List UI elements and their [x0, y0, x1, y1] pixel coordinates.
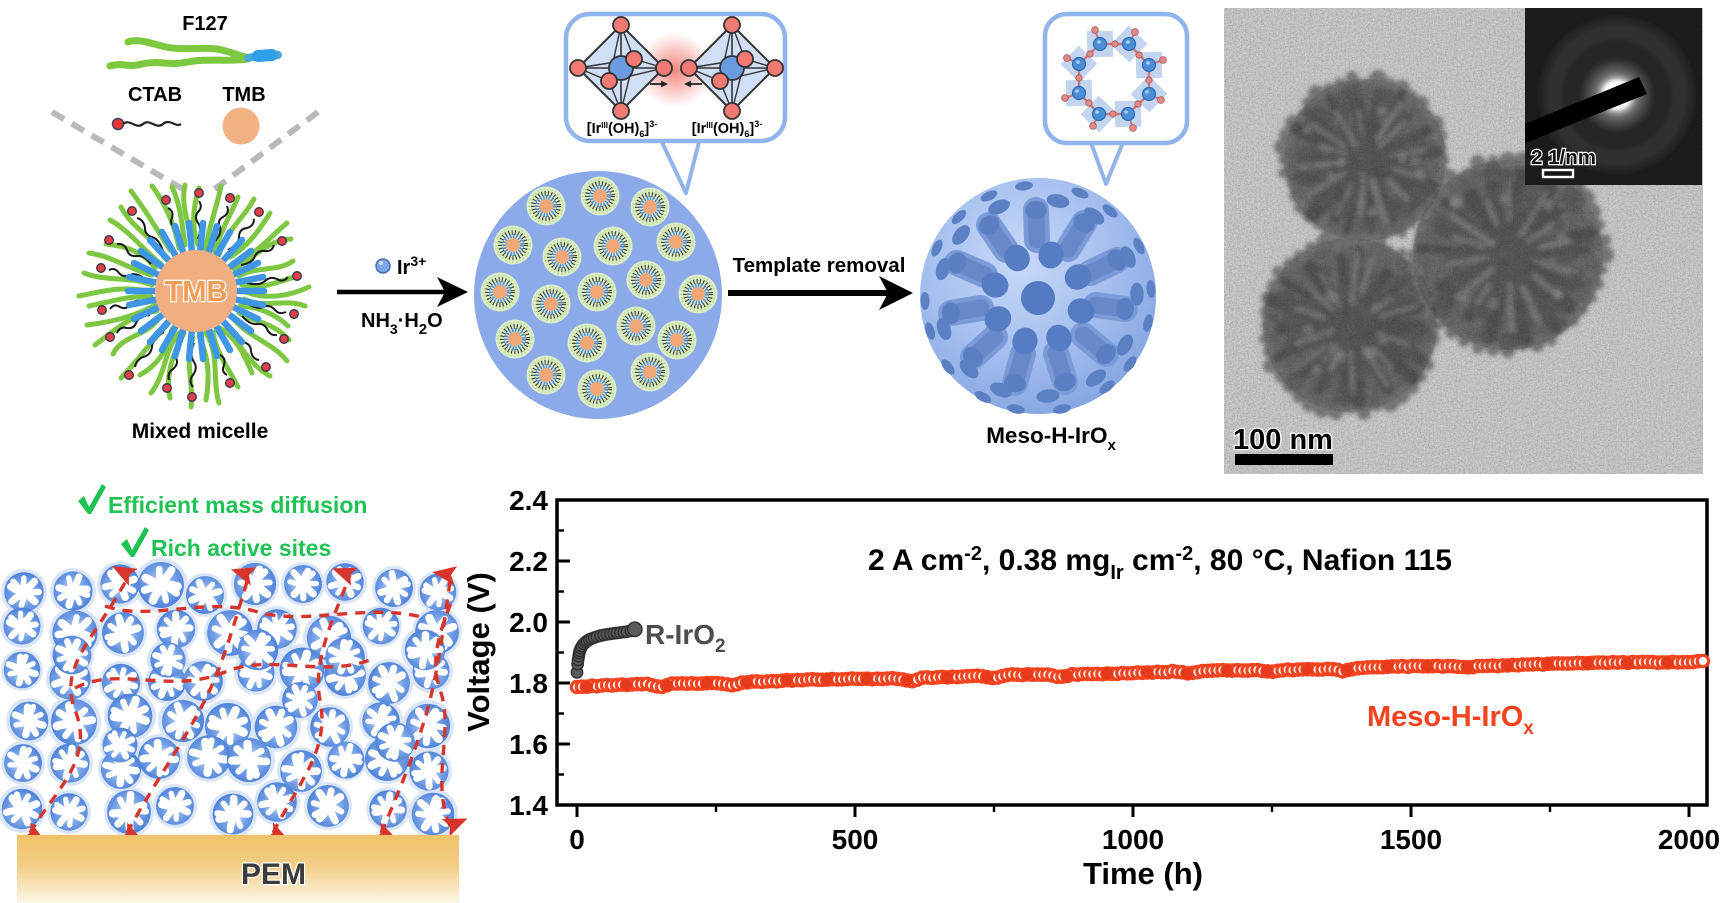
svg-text:1500: 1500 — [1380, 824, 1442, 855]
svg-text:Efficient mass diffusion: Efficient mass diffusion — [108, 492, 367, 518]
svg-text:2.4: 2.4 — [509, 485, 548, 516]
svg-text:500: 500 — [832, 824, 879, 855]
svg-text:Voltage (V): Voltage (V) — [461, 572, 496, 732]
svg-text:F127: F127 — [182, 13, 228, 35]
svg-text:2.2: 2.2 — [509, 546, 548, 577]
svg-text:[IrIII(OH)6]3-: [IrIII(OH)6]3- — [692, 119, 762, 139]
svg-text:TMB: TMB — [165, 276, 228, 308]
svg-text:2 1/nm: 2 1/nm — [1531, 146, 1596, 169]
svg-text:PEM: PEM — [241, 858, 306, 891]
svg-text:0: 0 — [569, 824, 585, 855]
svg-text:Template removal: Template removal — [733, 254, 906, 277]
svg-text:Rich active sites: Rich active sites — [151, 535, 331, 561]
svg-text:Mixed micelle: Mixed micelle — [132, 420, 269, 443]
svg-text:100 nm: 100 nm — [1233, 424, 1333, 456]
svg-text:Meso-H-IrOx: Meso-H-IrOx — [1367, 701, 1534, 739]
svg-text:1.6: 1.6 — [509, 729, 548, 760]
svg-text:Time (h): Time (h) — [1083, 856, 1203, 891]
svg-text:CTAB: CTAB — [128, 84, 182, 106]
svg-text:1000: 1000 — [1102, 824, 1164, 855]
svg-text:1.4: 1.4 — [509, 790, 548, 821]
svg-text:2000: 2000 — [1658, 824, 1720, 855]
svg-text:1.8: 1.8 — [509, 668, 548, 699]
svg-text:TMB: TMB — [222, 84, 265, 106]
svg-text:[IrIII(OH)6]3-: [IrIII(OH)6]3- — [587, 119, 657, 139]
svg-text:2.0: 2.0 — [509, 607, 548, 638]
